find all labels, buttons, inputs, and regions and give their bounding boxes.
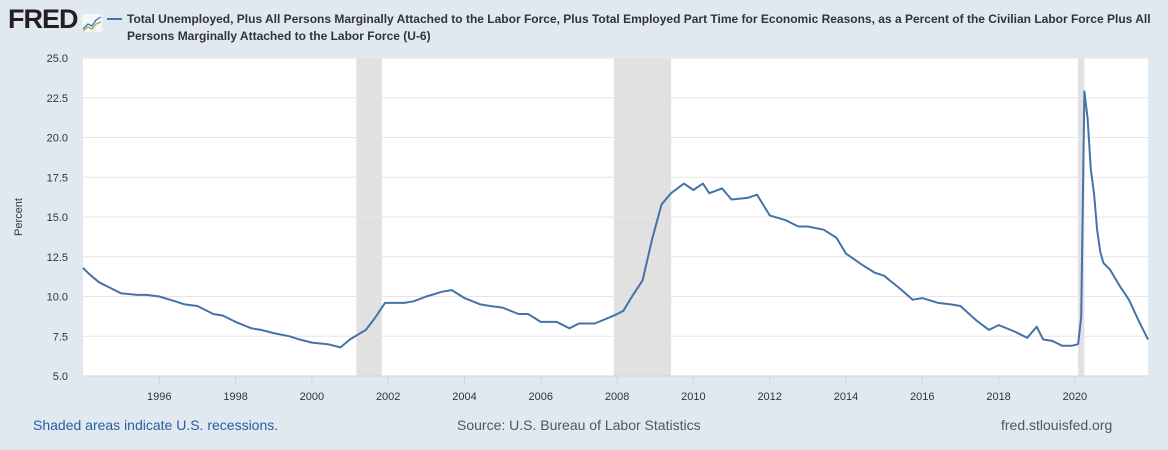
fred-site-link[interactable]: fred.stlouisfed.org [1001,417,1113,433]
x-tick-label: 2004 [452,391,476,403]
recession-note-link[interactable]: Shaded areas indicate U.S. recessions. [33,417,279,433]
chart-line-icon [81,14,102,32]
y-tick-label: 20.0 [47,133,68,145]
x-tick-label: 2014 [834,391,858,403]
series-line [82,90,1149,349]
y-axis-label: Percent [13,198,25,236]
source-text: Source: U.S. Bureau of Labor Statistics [457,417,701,433]
x-tick-label: 2012 [757,391,781,403]
x-tick-label: 1998 [223,391,247,403]
chart-legend: Total Unemployed, Plus All Persons Margi… [107,11,1157,45]
y-tick-label: 5.0 [53,371,68,383]
x-tick-label: 2010 [681,391,705,403]
y-tick-label: 15.0 [47,212,68,224]
x-tick-label: 2006 [529,391,553,403]
y-tick-label: 12.5 [47,252,68,264]
y-tick-label: 17.5 [47,172,68,184]
x-tick-label: 2002 [376,391,400,403]
y-tick-label: 22.5 [47,93,68,105]
y-tick-label: 7.5 [53,331,68,343]
legend-swatch [107,18,122,20]
x-tick-label: 1996 [147,391,171,403]
chart-title: Total Unemployed, Plus All Persons Margi… [127,12,1151,43]
line-chart: 5.0 7.5 10.0 12.5 15.0 17.5 20.0 22.5 25.0 1996 19… [13,53,1149,403]
y-tick-label: 10.0 [47,292,68,304]
x-tick-label: 2016 [910,391,934,403]
fred-logo[interactable]: FRED [8,4,102,34]
x-tick-label: 2008 [605,391,629,403]
logo-text: FRED [8,4,78,34]
x-tick-label: 2000 [300,391,324,403]
y-tick-label: 25.0 [47,53,68,65]
x-tick-label: 2018 [986,391,1010,403]
x-tick-label: 2020 [1063,391,1087,403]
